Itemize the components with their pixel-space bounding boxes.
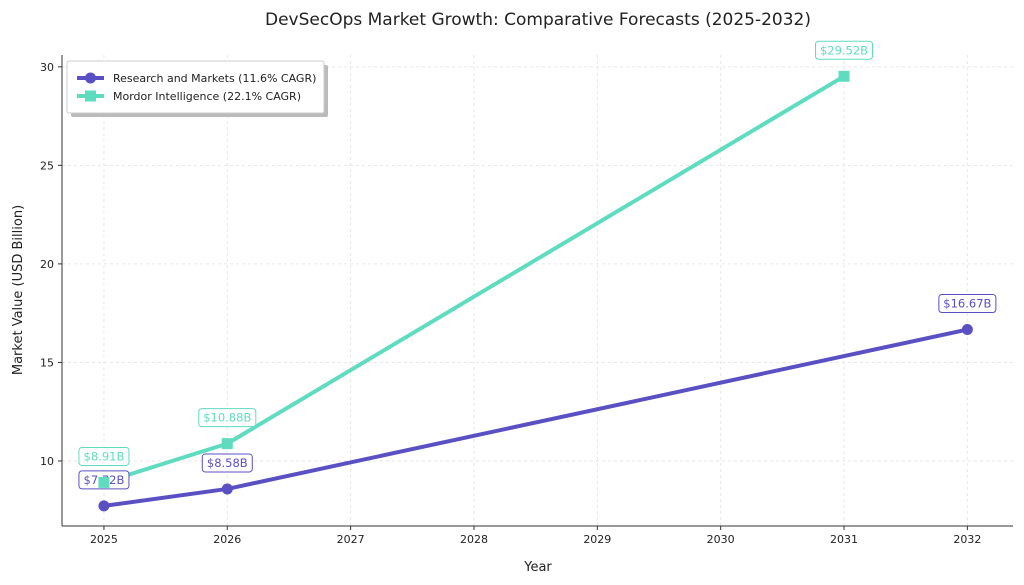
x-tick-label: 2029 (583, 533, 611, 546)
x-tick-label: 2025 (90, 533, 118, 546)
series-group: $7.72B$8.58B$16.67B$8.91B$10.88B$29.52B (78, 40, 997, 512)
y-tick-label: 10 (40, 455, 54, 468)
x-tick-label: 2031 (830, 533, 858, 546)
data-label: $16.67B (943, 297, 991, 311)
data-point (838, 70, 850, 82)
data-point (98, 500, 110, 512)
legend-marker (85, 72, 96, 84)
y-tick-label: 20 (40, 258, 54, 271)
y-tick-label: 15 (40, 356, 54, 369)
data-label-box (201, 453, 253, 473)
data-point (98, 476, 110, 488)
chart-title: DevSecOps Market Growth: Comparative For… (265, 10, 811, 30)
axes: 2025 2026 2027 2028 2029 2030 2031 203210152025… (40, 55, 1013, 546)
x-tick-label: 2028 (460, 533, 488, 546)
legend-label: Research and Markets (11.6% CAGR) (113, 72, 316, 85)
legend-marker (85, 90, 96, 102)
data-label: $29.52B (820, 43, 868, 57)
x-tick-label: 2030 (707, 533, 735, 546)
x-tick-label: 2027 (337, 533, 365, 546)
legend-box (66, 60, 325, 114)
data-label: $8.58B (207, 456, 248, 470)
grid (62, 55, 1013, 526)
x-tick-label: 2032 (953, 533, 981, 546)
y-tick-label: 30 (40, 61, 54, 74)
y-axis-label: Market Value (USD Billion) (11, 205, 26, 375)
y-tick-label: 25 (40, 159, 54, 172)
data-point (961, 324, 973, 336)
data-label-box (198, 408, 257, 428)
data-label-box (78, 446, 130, 466)
x-tick-label: 2026 (213, 533, 241, 546)
data-label-box (938, 294, 997, 314)
data-label: $8.91B (84, 449, 125, 463)
data-label: $10.88B (203, 411, 251, 425)
legend-label: Mordor Intelligence (22.1% CAGR) (113, 90, 301, 103)
data-label-box (815, 40, 874, 60)
x-axis-label: Year (523, 560, 552, 575)
data-point (221, 483, 233, 495)
legend: Research and Markets (11.6% CAGR) Mordor … (66, 60, 328, 117)
data-point (221, 438, 233, 450)
